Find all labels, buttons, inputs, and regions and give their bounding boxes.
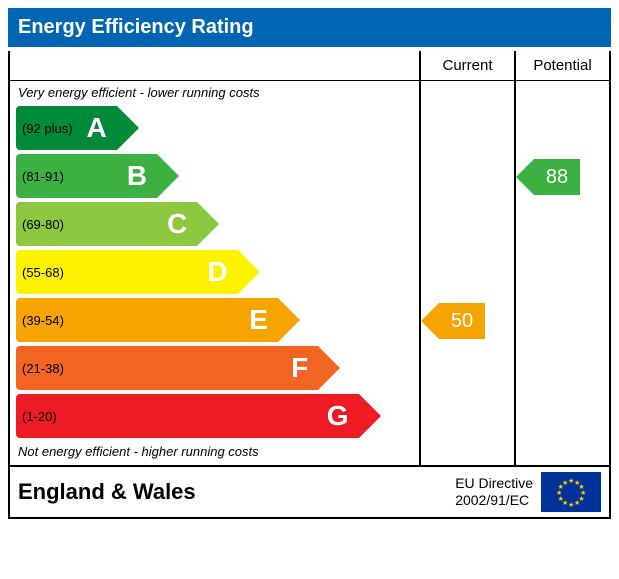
potential-column: Potential 88 bbox=[514, 51, 609, 465]
footer: England & Wales EU Directive 2002/91/EC … bbox=[10, 467, 609, 517]
potential-marker-value: 88 bbox=[534, 159, 580, 195]
potential-marker-area: 88 bbox=[516, 81, 609, 465]
band-bar-g: (1-20) G bbox=[16, 394, 359, 438]
current-marker-value: 50 bbox=[439, 303, 485, 339]
band-bar-b: (81-91) B bbox=[16, 154, 157, 198]
band-letter-g: G bbox=[327, 400, 349, 432]
band-range-e: (39-54) bbox=[16, 313, 64, 328]
band-letter-f: F bbox=[291, 352, 308, 384]
current-header: Current bbox=[421, 51, 514, 81]
footer-directive: EU Directive 2002/91/EC bbox=[455, 475, 533, 509]
band-triangle-d bbox=[238, 250, 260, 294]
band-range-b: (81-91) bbox=[16, 169, 64, 184]
directive-line2: 2002/91/EC bbox=[455, 492, 533, 509]
band-letter-d: D bbox=[207, 256, 227, 288]
band-bar-f: (21-38) F bbox=[16, 346, 318, 390]
title-bar: Energy Efficiency Rating bbox=[8, 8, 611, 47]
current-column: Current 50 bbox=[419, 51, 514, 465]
eu-star-icon: ★ bbox=[574, 499, 580, 507]
band-range-a: (92 plus) bbox=[16, 121, 73, 136]
band-triangle-b bbox=[157, 154, 179, 198]
band-letter-b: B bbox=[127, 160, 147, 192]
band-triangle-c bbox=[197, 202, 219, 246]
band-range-c: (69-80) bbox=[16, 217, 64, 232]
note-top: Very energy efficient - lower running co… bbox=[10, 81, 419, 104]
chart-container: Very energy efficient - lower running co… bbox=[8, 51, 611, 519]
current-marker: 50 bbox=[421, 303, 485, 339]
band-bar-a: (92 plus) A bbox=[16, 106, 117, 150]
band-row-b: (81-91) B bbox=[10, 152, 419, 200]
band-range-f: (21-38) bbox=[16, 361, 64, 376]
chart-title: Energy Efficiency Rating bbox=[18, 16, 254, 38]
band-range-d: (55-68) bbox=[16, 265, 64, 280]
potential-marker-arrow-icon bbox=[516, 159, 534, 195]
eu-star-icon: ★ bbox=[562, 479, 568, 487]
bands-column: Very energy efficient - lower running co… bbox=[10, 51, 419, 465]
current-marker-arrow-icon bbox=[421, 303, 439, 339]
footer-region: England & Wales bbox=[18, 479, 455, 505]
eu-flag-icon: ★★★★★★★★★★★★ bbox=[541, 472, 601, 512]
band-triangle-f bbox=[318, 346, 340, 390]
band-bar-c: (69-80) C bbox=[16, 202, 197, 246]
note-bottom: Not energy efficient - higher running co… bbox=[10, 440, 419, 463]
current-marker-area: 50 bbox=[421, 81, 514, 465]
band-triangle-a bbox=[117, 106, 139, 150]
band-row-e: (39-54) E bbox=[10, 296, 419, 344]
potential-header: Potential bbox=[516, 51, 609, 81]
band-row-d: (55-68) D bbox=[10, 248, 419, 296]
band-row-a: (92 plus) A bbox=[10, 104, 419, 152]
directive-line1: EU Directive bbox=[455, 475, 533, 492]
band-triangle-e bbox=[278, 298, 300, 342]
band-letter-a: A bbox=[87, 112, 107, 144]
band-row-g: (1-20) G bbox=[10, 392, 419, 440]
band-bar-d: (55-68) D bbox=[16, 250, 238, 294]
eu-star-icon: ★ bbox=[568, 501, 574, 509]
band-letter-e: E bbox=[249, 304, 268, 336]
band-letter-c: C bbox=[167, 208, 187, 240]
band-row-c: (69-80) C bbox=[10, 200, 419, 248]
bands-area: (92 plus) A (81-91) B (69-80) C (55-68) D (39-54… bbox=[10, 104, 419, 440]
band-row-f: (21-38) F bbox=[10, 344, 419, 392]
band-triangle-g bbox=[359, 394, 381, 438]
potential-marker: 88 bbox=[516, 159, 580, 195]
chart-body: Very energy efficient - lower running co… bbox=[10, 51, 609, 467]
band-range-g: (1-20) bbox=[16, 409, 57, 424]
eu-stars: ★★★★★★★★★★★★ bbox=[556, 477, 586, 507]
bands-header-empty bbox=[10, 51, 419, 81]
band-bar-e: (39-54) E bbox=[16, 298, 278, 342]
